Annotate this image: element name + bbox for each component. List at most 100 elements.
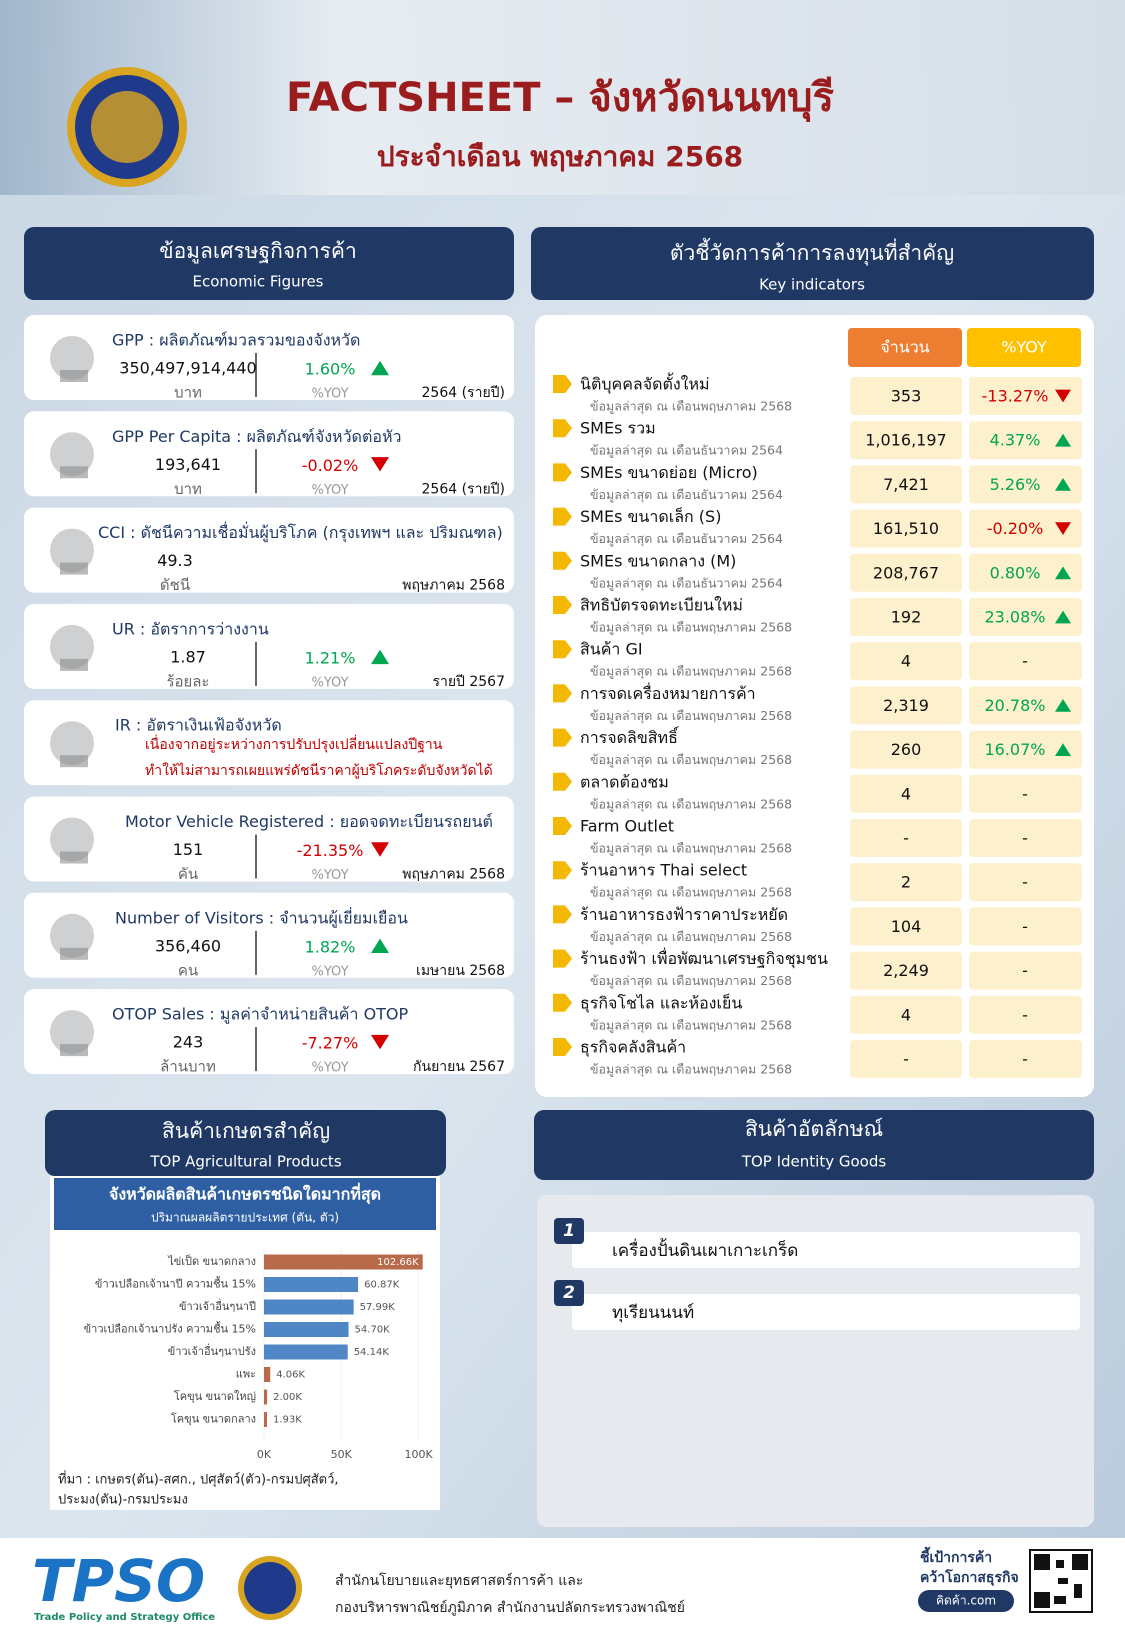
count-cell bbox=[850, 863, 962, 902]
bar-value-label: 57.99K bbox=[360, 1302, 396, 1313]
card-period: 2564 (รายปี) bbox=[422, 481, 505, 497]
card-value: 49.3 bbox=[157, 551, 193, 570]
card-unit: คัน bbox=[178, 865, 198, 883]
row-bullet bbox=[553, 949, 572, 968]
trend-arrow bbox=[371, 842, 389, 857]
card-unit: บาท bbox=[174, 480, 202, 498]
yoy-cell bbox=[969, 509, 1082, 548]
card-icon bbox=[60, 466, 88, 479]
bar bbox=[264, 1412, 267, 1427]
card-change: -21.35% bbox=[297, 841, 364, 860]
indicator-count: 104 bbox=[891, 917, 922, 936]
column-header bbox=[967, 328, 1081, 367]
chart-source: ที่มา : เกษตร(ตัน)-สศก., ปศุสัตว์(ตัว)-ก… bbox=[58, 1471, 339, 1488]
economic-card bbox=[24, 507, 514, 593]
count-cell bbox=[850, 774, 962, 813]
count-cell bbox=[850, 553, 962, 592]
indicator-name: ร้านอาหาร Thai select bbox=[580, 861, 747, 880]
yoy-cell bbox=[969, 774, 1082, 813]
yoy-cell bbox=[969, 553, 1082, 592]
section-subtitle: TOP Agricultural Products bbox=[149, 1153, 341, 1171]
trend-arrow bbox=[371, 1034, 389, 1050]
indicator-note: ข้อมูลล่าสุด ณ เดือนพฤษภาคม 2568 bbox=[590, 664, 792, 680]
economic-card bbox=[24, 700, 514, 786]
trend-arrow bbox=[1055, 522, 1071, 535]
indicator-yoy: 20.78% bbox=[984, 696, 1045, 715]
column-title: %YOY bbox=[1001, 338, 1047, 357]
card-icon bbox=[50, 432, 94, 477]
footer-seal bbox=[238, 1556, 302, 1620]
card-icon bbox=[50, 913, 94, 958]
section-title: สินค้าอัตลักษณ์ bbox=[745, 1117, 883, 1141]
item-box bbox=[572, 1294, 1080, 1330]
indicator-yoy: - bbox=[1022, 1050, 1028, 1069]
indicator-name: ร้านอาหารธงฟ้าราคาประหยัด bbox=[580, 905, 788, 924]
y-tick-label: ไข่เป็ด ขนาดกลาง bbox=[167, 1254, 256, 1268]
card-change-label: %YOY bbox=[311, 387, 348, 402]
yoy-cell bbox=[969, 465, 1082, 504]
card-change: -0.02% bbox=[302, 456, 359, 475]
indicator-yoy: 4.37% bbox=[990, 431, 1041, 450]
section-header bbox=[531, 227, 1094, 300]
bar-value-label: 54.14K bbox=[354, 1347, 390, 1358]
card-icon bbox=[60, 658, 88, 671]
footer-org: กองบริหารพาณิชย์ภูมิภาค สำนักงานปลัดกระท… bbox=[335, 1599, 685, 1616]
row-bullet bbox=[553, 905, 572, 924]
header-band bbox=[0, 0, 1125, 195]
indicator-name: Farm Outlet bbox=[580, 817, 674, 836]
indicator-count: 7,421 bbox=[883, 475, 929, 494]
section-title: สินค้าเกษตรสำคัญ bbox=[162, 1119, 330, 1143]
count-cell bbox=[850, 730, 962, 769]
bar-value-label: 54.70K bbox=[355, 1325, 391, 1336]
yoy-cell bbox=[969, 598, 1082, 636]
card-period: กันยายน 2567 bbox=[413, 1059, 505, 1075]
card-label: CCI : ดัชนีความเชื่อมั่นผู้บริโภค (กรุงเ… bbox=[98, 521, 503, 543]
row-bullet bbox=[553, 640, 572, 659]
card-value: 193,641 bbox=[155, 455, 221, 474]
bar-value-label: 60.87K bbox=[364, 1280, 400, 1291]
count-cell bbox=[850, 995, 962, 1034]
indicator-note: ข้อมูลล่าสุด ณ เดือนพฤษภาคม 2568 bbox=[590, 929, 792, 945]
yoy-cell bbox=[969, 730, 1082, 769]
card-label: OTOP Sales : มูลค่าจำหน่ายสินค้า OTOP bbox=[112, 1005, 409, 1025]
yoy-cell bbox=[969, 1040, 1082, 1078]
card-icon bbox=[60, 562, 88, 575]
card-change-label: %YOY bbox=[311, 675, 348, 690]
y-tick-label: ข้าวเปลือกเจ้านาปรัง ความชื้น 15% bbox=[84, 1321, 256, 1336]
footer-logo-caption: Trade Policy and Strategy Office bbox=[34, 1612, 215, 1623]
indicator-count: 4 bbox=[901, 784, 911, 803]
x-tick-label: 0K bbox=[257, 1448, 272, 1461]
section-header bbox=[24, 227, 514, 300]
y-tick-label: โคขุน ขนาดใหญ่ bbox=[174, 1389, 256, 1403]
card-period: รายปี 2567 bbox=[432, 674, 505, 690]
row-bullet bbox=[553, 419, 572, 438]
yoy-cell bbox=[969, 819, 1082, 857]
row-bullet bbox=[553, 507, 572, 526]
row-bullet bbox=[553, 463, 572, 482]
card-icon bbox=[50, 1010, 94, 1055]
page-subtitle: ประจำเดือน พฤษภาคม 2568 bbox=[377, 140, 743, 173]
indicator-count: 4 bbox=[901, 1005, 911, 1024]
card-unit: ร้อยละ bbox=[166, 672, 209, 690]
indicator-yoy: - bbox=[1022, 1005, 1028, 1024]
bar-value-label: 4.06K bbox=[276, 1370, 305, 1381]
card-icon bbox=[60, 1044, 88, 1057]
indicator-name: ตลาดต้องชม bbox=[580, 772, 669, 791]
footer-org: สำนักนโยบายและยุทธศาสตร์การค้า และ bbox=[335, 1572, 583, 1589]
bar bbox=[264, 1367, 271, 1382]
footer-logo: TPSO bbox=[32, 1547, 205, 1615]
indicator-yoy: 5.26% bbox=[990, 475, 1041, 494]
indicator-note: ข้อมูลล่าสุด ณ เดือนพฤษภาคม 2568 bbox=[590, 1017, 792, 1033]
count-cell bbox=[850, 1040, 962, 1078]
indicator-yoy: -13.27% bbox=[982, 387, 1049, 406]
economic-card bbox=[24, 892, 514, 978]
chart-title: จังหวัดผลิตสินค้าเกษตรชนิดใดมากที่สุด bbox=[109, 1183, 381, 1205]
indicator-yoy: - bbox=[1022, 829, 1028, 848]
card-label: GPP Per Capita : ผลิตภัณฑ์จังหวัดต่อหัว bbox=[112, 427, 401, 446]
indicator-name: SMEs รวม bbox=[580, 419, 656, 438]
card-period: 2564 (รายปี) bbox=[422, 385, 505, 401]
row-bullet bbox=[553, 375, 572, 393]
y-tick-label: ข้าวเจ้าอื่นๆนาปี bbox=[179, 1298, 256, 1313]
trend-arrow bbox=[1055, 610, 1071, 624]
item-rank: 2 bbox=[563, 1283, 575, 1303]
